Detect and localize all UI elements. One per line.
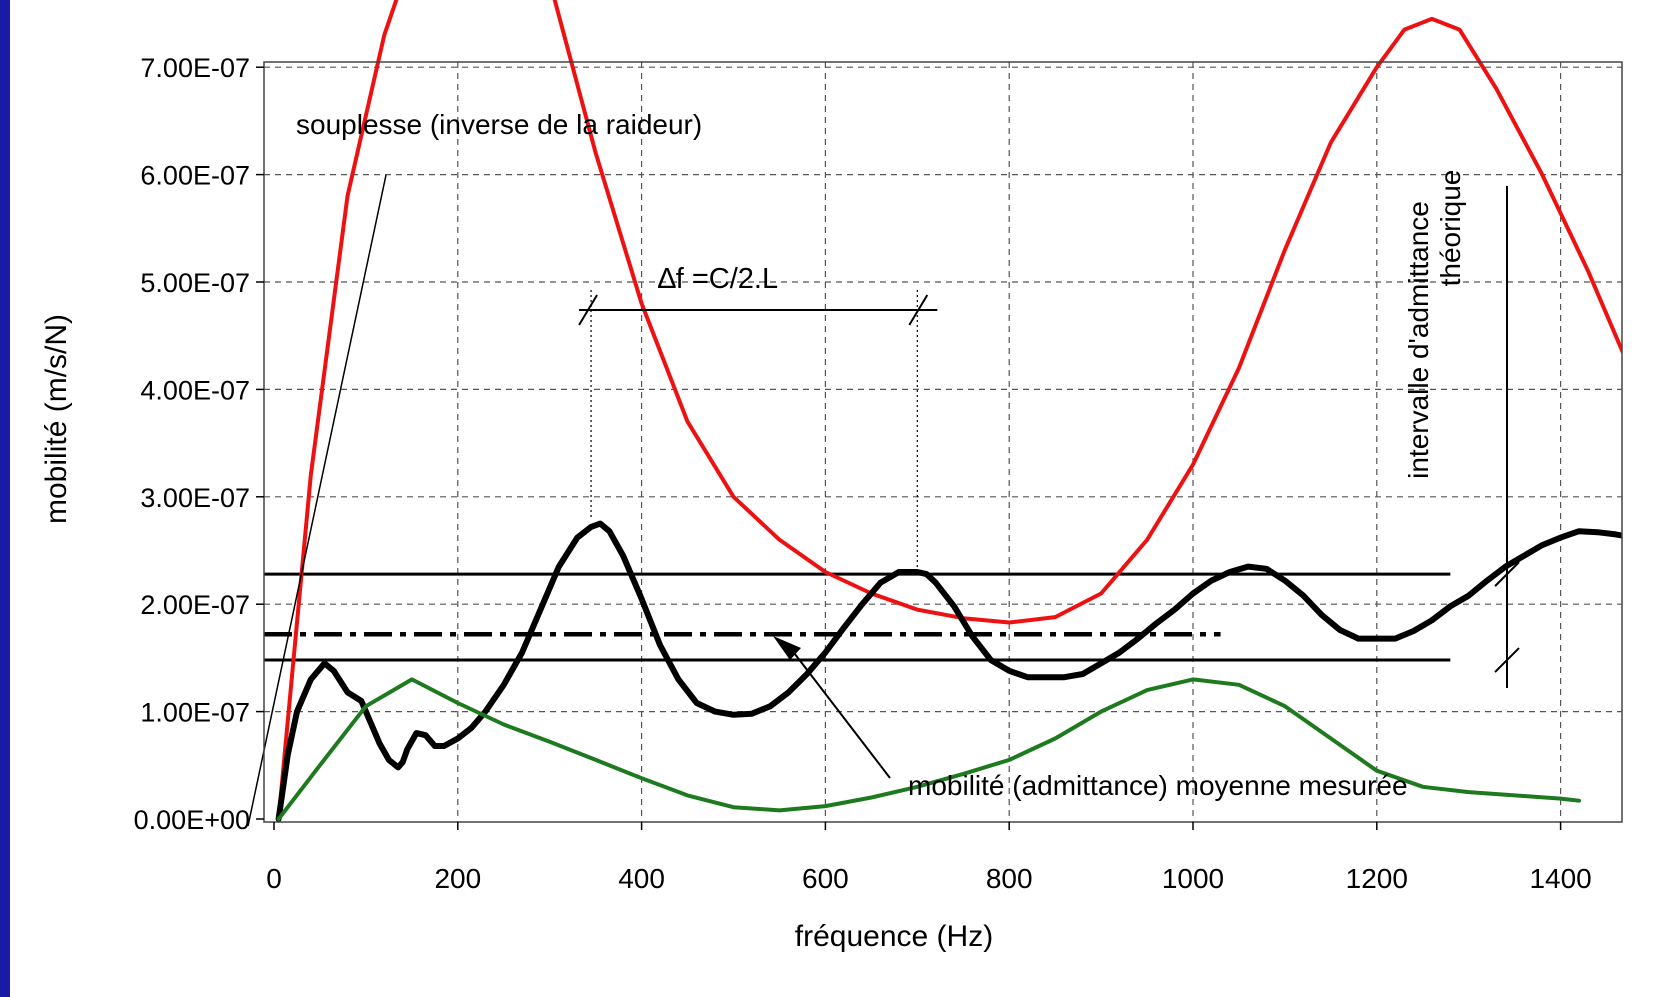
annotation-lines (247, 174, 1520, 827)
slide: 0 200 400 600 800 1000 1200 1400 0.00E+00 1.00E-0… (10, 0, 1664, 997)
interval-label-line1: intervalle d'admittance (1403, 201, 1434, 479)
interval-tick-lower (1494, 647, 1520, 673)
x-tick-label: 1000 (1162, 863, 1224, 894)
y-tick-label: 4.00E-07 (140, 375, 250, 405)
y-tick-label: 1.00E-07 (140, 698, 250, 728)
grid (264, 62, 1622, 822)
compliance-tangent-line (247, 174, 387, 827)
x-axis-label: fréquence (Hz) (795, 920, 993, 953)
y-tick-label: 3.00E-07 (140, 483, 250, 513)
x-tick-label: 800 (986, 863, 1033, 894)
y-tick-label: 2.00E-07 (140, 590, 250, 620)
y-tick-label: 7.00E-07 (140, 53, 250, 83)
interval-label-line2: théorique (1435, 170, 1466, 287)
series-group (275, 0, 1622, 822)
green-series-line (276, 677, 1581, 821)
delta-f-tick-left (578, 294, 598, 326)
ticks: 0 200 400 600 800 1000 1200 1400 0.00E+00 1.00E-0… (134, 53, 1592, 894)
interval-tick-upper (1494, 561, 1520, 587)
black-series-line (275, 520, 1622, 822)
x-tick-label: 1200 (1346, 863, 1408, 894)
mean-arrow-head (773, 636, 801, 660)
plot-frame (263, 61, 1623, 823)
mean-label: mobilité (admittance) moyenne mesurée (908, 770, 1408, 801)
x-tick-label: 200 (434, 863, 481, 894)
delta-f-label: ∆f =C/2.L (658, 263, 778, 295)
y-tick-label: 6.00E-07 (140, 161, 250, 191)
x-tick-label: 1400 (1529, 863, 1591, 894)
mobility-chart: 0 200 400 600 800 1000 1200 1400 0.00E+00 1.00E-0… (40, 0, 1623, 953)
mean-arrow-line (787, 644, 891, 779)
x-tick-label: 600 (802, 863, 849, 894)
reference-lines (264, 572, 1451, 662)
y-axis-label: mobilité (m/s/N) (40, 314, 73, 524)
plot-border (263, 61, 1623, 823)
x-tick-label: 0 (266, 863, 282, 894)
delta-f-tick-right (908, 294, 929, 326)
compliance-label: souplesse (inverse de la raideur) (296, 109, 702, 140)
x-tick-label: 400 (618, 863, 665, 894)
y-tick-label: 0.00E+00 (134, 805, 250, 835)
y-tick-label: 5.00E-07 (140, 268, 250, 298)
